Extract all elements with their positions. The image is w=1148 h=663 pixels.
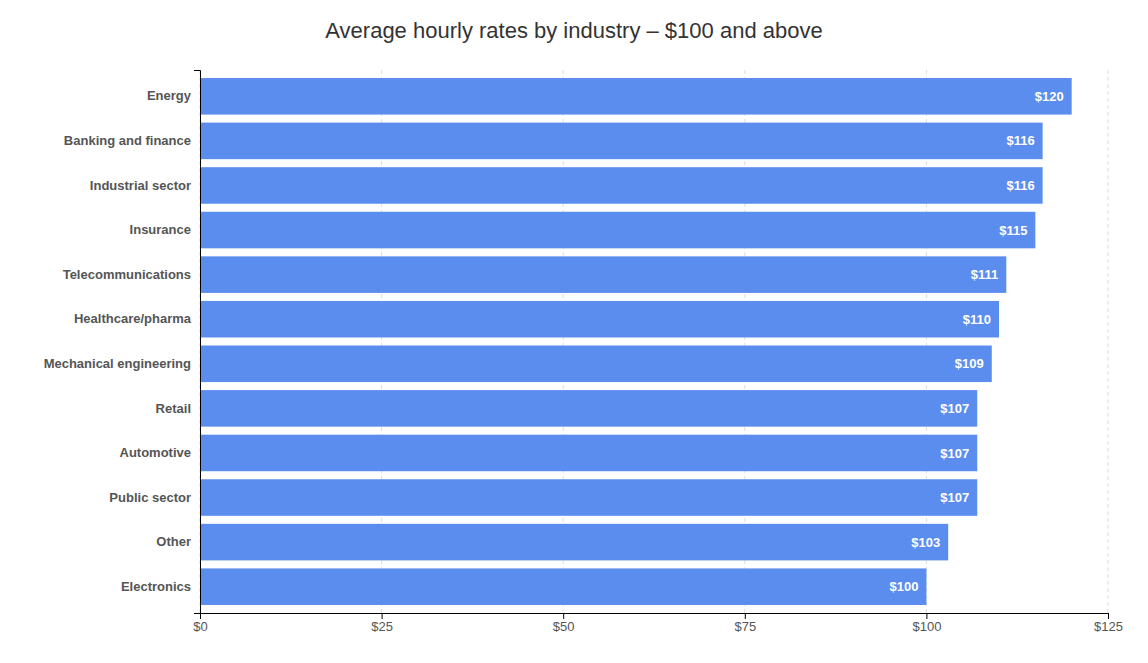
- tick-label: $125: [1094, 619, 1123, 634]
- bar: [200, 524, 948, 561]
- tick: $125: [1094, 613, 1123, 634]
- tick: Industrial sector: [90, 178, 191, 193]
- chart-svg: Average hourly rates by industry – $100 …: [0, 0, 1148, 663]
- bar: [200, 568, 926, 605]
- tick: Telecommunications: [63, 267, 191, 282]
- bars: [200, 78, 1072, 605]
- data-label: $107: [940, 401, 969, 416]
- tick-mark: [1108, 613, 1109, 619]
- tick: Automotive: [120, 445, 192, 460]
- tick-label: Mechanical engineering: [44, 356, 191, 371]
- plot: $0 $25 $50 $75 $100 $125 Electronics Other Publi…: [44, 70, 1123, 634]
- bar: [200, 390, 977, 427]
- tick-label: Insurance: [130, 222, 191, 237]
- axis-line: [194, 71, 201, 614]
- tick: Mechanical engineering: [44, 356, 191, 371]
- bar: [200, 435, 977, 472]
- tick-label: Retail: [156, 401, 191, 416]
- data-label: $103: [911, 535, 940, 550]
- tick-label: $100: [912, 619, 941, 634]
- bar: [200, 123, 1043, 160]
- data-label: $100: [889, 579, 918, 594]
- data-labels: $100 $103 $107 $107 $107 $109 $110 $111 $115 $116…: [889, 89, 1063, 594]
- tick: $25: [371, 613, 393, 634]
- tick-mark: [926, 613, 927, 619]
- category-axis: Electronics Other Public sector Automotive R…: [44, 71, 201, 614]
- data-label: $107: [940, 446, 969, 461]
- tick: Other: [156, 534, 191, 549]
- data-label: $111: [971, 267, 999, 282]
- title: Average hourly rates by industry – $100 …: [325, 18, 822, 43]
- tick: Banking and finance: [64, 133, 191, 148]
- tick: $0: [193, 613, 207, 634]
- tick-label: $25: [371, 619, 393, 634]
- tick-mark: [382, 613, 383, 619]
- tick: Energy: [147, 88, 192, 103]
- bar: [200, 301, 999, 338]
- data-label: $109: [955, 356, 984, 371]
- bar: [200, 212, 1035, 249]
- tick-mark: [563, 613, 564, 619]
- tick-label: $50: [553, 619, 575, 634]
- bar: [200, 78, 1072, 115]
- tick-label: $75: [734, 619, 756, 634]
- tick: Electronics: [121, 579, 191, 594]
- tick-label: Energy: [147, 88, 192, 103]
- tick-label: Electronics: [121, 579, 191, 594]
- bar: [200, 479, 977, 516]
- bar: [200, 167, 1043, 204]
- grid: [200, 70, 1108, 613]
- tick-label: Banking and finance: [64, 133, 191, 148]
- value-axis: $0 $25 $50 $75 $100 $125: [193, 613, 1123, 634]
- data-label: $116: [1006, 178, 1034, 193]
- tick-mark: [745, 613, 746, 619]
- bar: [200, 346, 992, 383]
- grid-line: [1108, 70, 1109, 613]
- chart-container: Average hourly rates by industry – $100 …: [0, 0, 1148, 663]
- tick-label: Healthcare/pharma: [74, 311, 192, 326]
- data-label: $107: [940, 490, 969, 505]
- tick: $50: [553, 613, 575, 634]
- tick: Public sector: [109, 490, 191, 505]
- tick: Retail: [156, 401, 191, 416]
- tick: Healthcare/pharma: [74, 311, 192, 326]
- tick: $100: [912, 613, 941, 634]
- data-label: $120: [1035, 89, 1064, 104]
- tick-label: Automotive: [120, 445, 192, 460]
- data-label: $110: [963, 312, 991, 327]
- data-label: $116: [1006, 133, 1034, 148]
- bar: [200, 256, 1006, 293]
- axis-line: [201, 614, 1109, 620]
- tick: Insurance: [130, 222, 191, 237]
- tick-label: Telecommunications: [63, 267, 191, 282]
- tick-label: Other: [156, 534, 191, 549]
- tick-label: Industrial sector: [90, 178, 191, 193]
- tick-label: Public sector: [109, 490, 191, 505]
- tick: $75: [734, 613, 756, 634]
- tick-label: $0: [193, 619, 207, 634]
- data-label: $115: [999, 223, 1027, 238]
